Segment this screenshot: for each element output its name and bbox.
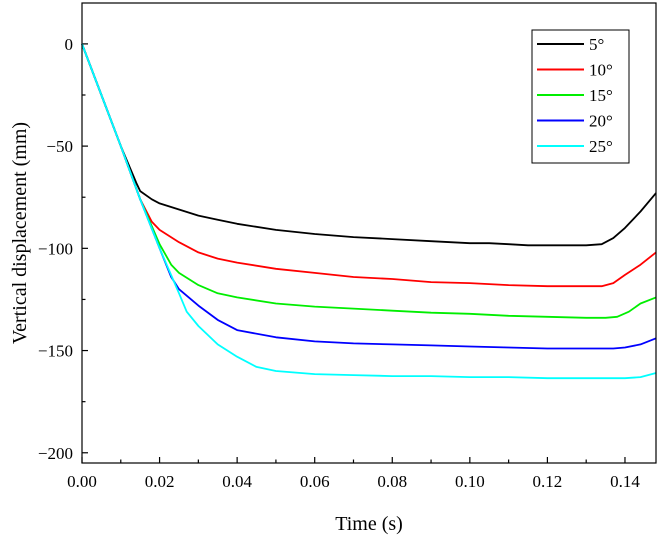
y-tick-label: 0 xyxy=(65,35,74,54)
legend-box xyxy=(531,29,630,164)
x-tick-label: 0.00 xyxy=(67,472,97,491)
x-tick-label: 0.10 xyxy=(455,472,485,491)
x-tick-label: 0.02 xyxy=(145,472,175,491)
x-axis-ticks: 0.00 0.02 0.04 0.06 0.08 0.10 0.12 0.14 xyxy=(67,457,640,491)
series-line-3 xyxy=(81,43,657,319)
plot-frame xyxy=(81,2,657,464)
y-axis-title: Vertical displacement (mm) xyxy=(9,122,31,344)
series-lines xyxy=(81,43,657,380)
y-tick-label: −200 xyxy=(38,444,73,463)
x-axis-title: Time (s) xyxy=(335,513,403,535)
legend: 5° 10° 15° 20° 25° xyxy=(531,29,630,164)
x-tick-label: 0.04 xyxy=(222,472,252,491)
series-line-5 xyxy=(81,43,657,380)
y-tick-label: −100 xyxy=(38,239,73,258)
x-tick-label: 0.08 xyxy=(377,472,407,491)
legend-label: 25° xyxy=(589,137,613,156)
y-tick-label: −50 xyxy=(46,137,73,156)
x-tick-label: 0.12 xyxy=(533,472,563,491)
y-axis-ticks: 0 −50 −100 −150 −200 xyxy=(38,35,88,463)
legend-label: 10° xyxy=(589,61,613,80)
x-tick-label: 0.06 xyxy=(300,472,330,491)
legend-label: 5° xyxy=(589,35,604,54)
x-tick-label: 0.14 xyxy=(610,472,640,491)
series-line-2 xyxy=(81,43,657,288)
legend-label: 15° xyxy=(589,86,613,105)
series-line-1 xyxy=(81,43,657,247)
y-tick-label: −150 xyxy=(38,342,73,361)
legend-label: 20° xyxy=(589,112,613,131)
